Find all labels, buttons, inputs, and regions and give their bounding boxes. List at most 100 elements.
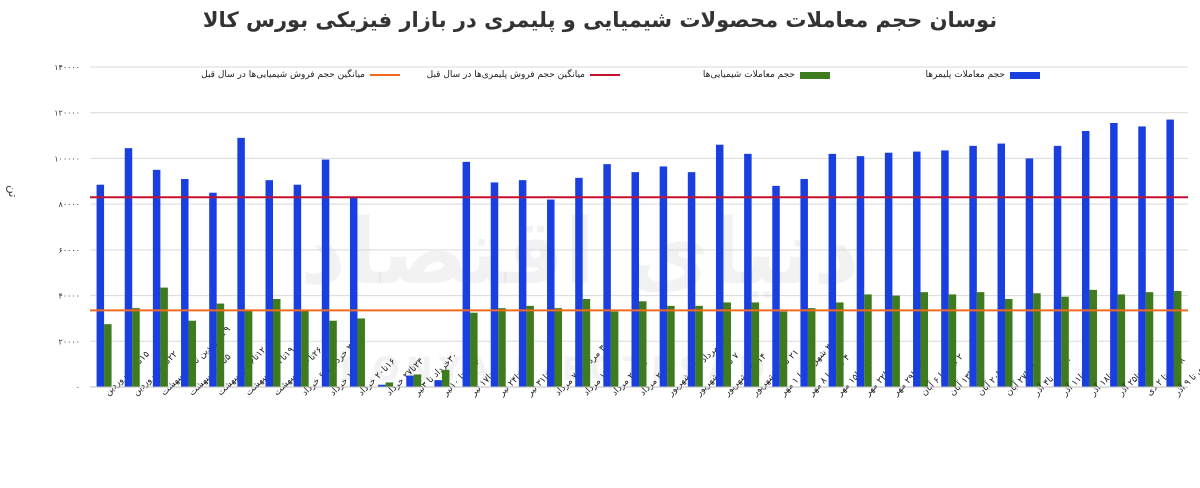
bar-polymers [1025,158,1034,387]
bar-chemicals [948,294,957,387]
legend-swatch-chemicals [800,71,830,79]
bar-polymers [715,144,724,387]
y-axis-label: تن [6,185,20,198]
bar-chemicals [1173,291,1182,387]
bar-chemicals [667,305,675,387]
bar-polymers [969,145,977,387]
bar-chemicals [582,299,591,387]
bar-polymers [1053,145,1062,387]
bar-chemicals [526,305,534,387]
bar-polymers [518,180,527,387]
bar-chemicals [1089,289,1097,387]
bar-polymers [744,153,752,387]
y-tick-label: ۸۰۰۰۰ [59,200,80,209]
bar-chemicals [413,374,422,387]
bar-chemicals [554,308,563,387]
bar-polymers [856,156,865,387]
y-tick-label: ۶۰۰۰۰ [59,246,80,255]
bar-polymers [603,164,611,387]
bar-chemicals [329,320,337,387]
bar-polymers [209,192,217,387]
bar-polymers [349,197,358,387]
y-tick-label: ۱۴۰۰۰۰ [54,63,80,72]
legend-label-polymer-avg: میانگین حجم فروش پلیمری‌ها در سال قبل [426,70,585,80]
bar-chemicals [695,305,703,387]
legend-label-chemicals: حجم معاملات شیمیایی‌ها [702,70,795,80]
y-tick-label: ۱۰۰۰۰۰ [54,154,80,163]
legend-label-polymers: حجم معاملات پلیمرها [925,70,1005,80]
bar-polymers [181,179,189,387]
bar-chemicals [892,295,900,387]
bar-chemicals [470,312,478,387]
bar-polymers [237,137,245,387]
bar-polymers [96,184,105,387]
bar-chemicals [807,308,816,387]
bar-chemicals [1145,292,1154,387]
bar-polymers [687,172,696,387]
legend-swatch-polymer-avg [590,74,620,76]
bar-chemicals [639,301,647,387]
bar-chemicals [1033,293,1041,387]
bar-polymers [631,172,639,387]
bar-polymers [265,180,273,387]
bar-chemicals [836,302,844,387]
bar-chemicals [976,292,985,387]
bar-polymers [152,169,161,387]
legend: حجم معاملات پلیمرها حجم معاملات شیمیایی‌… [201,70,1040,86]
bar-polymers [1081,131,1090,387]
bar-polymers [884,152,893,387]
bar-chemicals [301,310,309,387]
bar-polymers [124,148,133,387]
bar-chemicals [864,294,872,387]
bar-chemicals [216,303,225,387]
bar-polymers [1138,126,1146,387]
bar-chemicals [273,299,281,387]
bar-chemicals [779,311,788,387]
bar-chemicals [751,302,760,387]
bar-chemicals [441,369,450,387]
bar-polymers [434,380,442,387]
bar-chemicals [357,318,365,387]
bar-chemicals [1117,294,1126,387]
legend-item-polymers: حجم معاملات پلیمرها [925,70,1040,80]
bar-chemicals [1061,296,1069,387]
bar-chemicals [920,292,929,387]
bar-polymers [772,185,780,387]
chart-title: نوسان حجم معاملات محصولات شیمیایی و پلیم… [202,8,998,32]
bar-polymers [575,177,583,387]
bar-polymers [462,161,471,387]
y-tick-label: ۴۰۰۰۰ [59,292,80,301]
bar-polymers [828,153,837,387]
y-tick-label: ۱۲۰۰۰۰ [54,109,80,118]
bar-polymers [913,151,921,387]
bar-polymers [378,384,386,387]
bar-chemicals [498,308,506,387]
bar-chemicals [104,324,112,387]
legend-item-polymer-avg: میانگین حجم فروش پلیمری‌ها در سال قبل [427,70,620,80]
bar-polymers [659,166,668,387]
bar-polymers [1166,119,1174,388]
bar-polymers [1110,123,1118,387]
bar-polymers [997,143,1005,387]
legend-swatch-chemical-avg [370,74,400,76]
y-tick-label: ۰ [76,383,80,392]
legend-item-chemical-avg: میانگین حجم فروش شیمیایی‌ها در سال قبل [201,70,400,80]
bar-polymers [321,159,330,387]
bar-chemicals [132,308,140,387]
bar-chemicals [385,382,394,387]
bar-polymers [941,150,949,387]
bar-polymers [800,179,808,387]
bar-polymers [293,184,302,387]
bar-chemicals [188,320,197,387]
legend-label-chemical-avg: میانگین حجم فروش شیمیایی‌ها در سال قبل [201,70,365,80]
bar-chemicals [723,302,731,387]
bar-chemicals [1005,299,1013,387]
y-tick-label: ۲۰۰۰۰ [59,337,80,346]
bar-chemicals [160,287,168,387]
legend-swatch-polymers [1010,71,1040,79]
bar-chemicals [610,311,619,387]
legend-item-chemicals: حجم معاملات شیمیایی‌ها [703,70,830,80]
bar-polymers [406,375,414,387]
bar-polymers [490,182,499,387]
